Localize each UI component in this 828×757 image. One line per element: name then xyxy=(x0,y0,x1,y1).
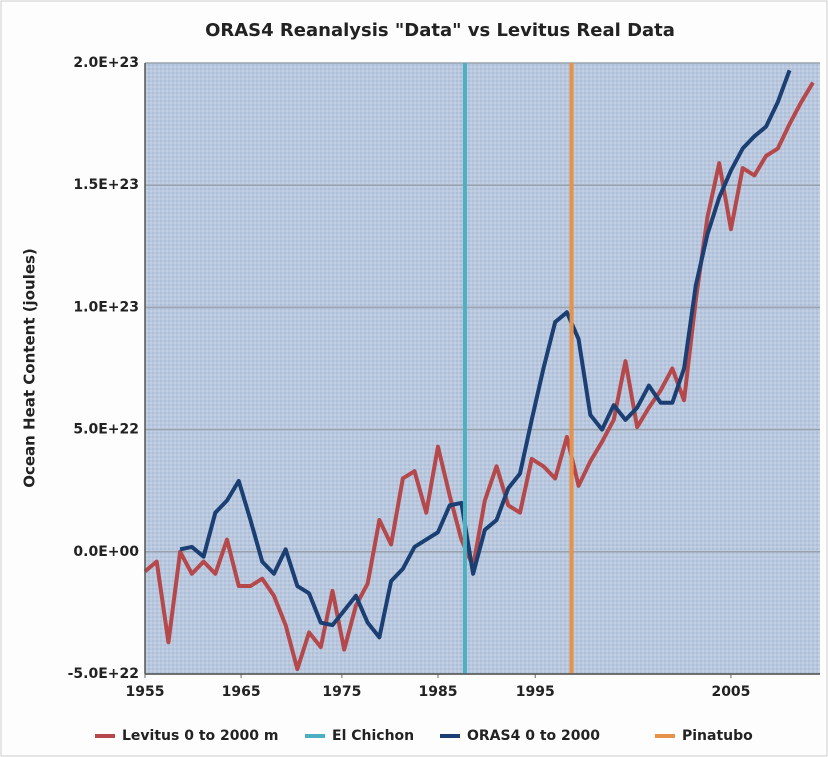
legend-label: Pinatubo xyxy=(682,728,753,744)
legend-label: El Chichon xyxy=(332,728,414,744)
y-tick-label: 2.0E+23 xyxy=(73,55,139,71)
y-tick-label: -5.0E+22 xyxy=(68,666,139,682)
plot-area xyxy=(145,63,820,674)
x-tick-label: 1985 xyxy=(418,684,457,700)
legend-label: ORAS4 0 to 2000 xyxy=(467,728,600,744)
x-tick-label: 1965 xyxy=(222,684,261,700)
x-tick-label: 2005 xyxy=(711,684,750,700)
x-tick-label: 1955 xyxy=(126,684,165,700)
y-tick-label: 1.5E+23 xyxy=(73,177,139,193)
x-tick-label: 1975 xyxy=(322,684,361,700)
y-axis-label: Ocean Heat Content (joules) xyxy=(21,248,39,488)
series-line xyxy=(179,69,792,640)
y-tick-label: 5.0E+22 xyxy=(73,422,139,438)
y-tick-label: 0.0E+00 xyxy=(73,544,139,560)
legend-label: Levitus 0 to 2000 m xyxy=(122,728,278,744)
chart-title: ORAS4 Reanalysis "Data" vs Levitus Real … xyxy=(205,20,675,41)
y-tick-label: 1.0E+23 xyxy=(73,299,139,315)
x-tick-label: 1995 xyxy=(516,684,555,700)
